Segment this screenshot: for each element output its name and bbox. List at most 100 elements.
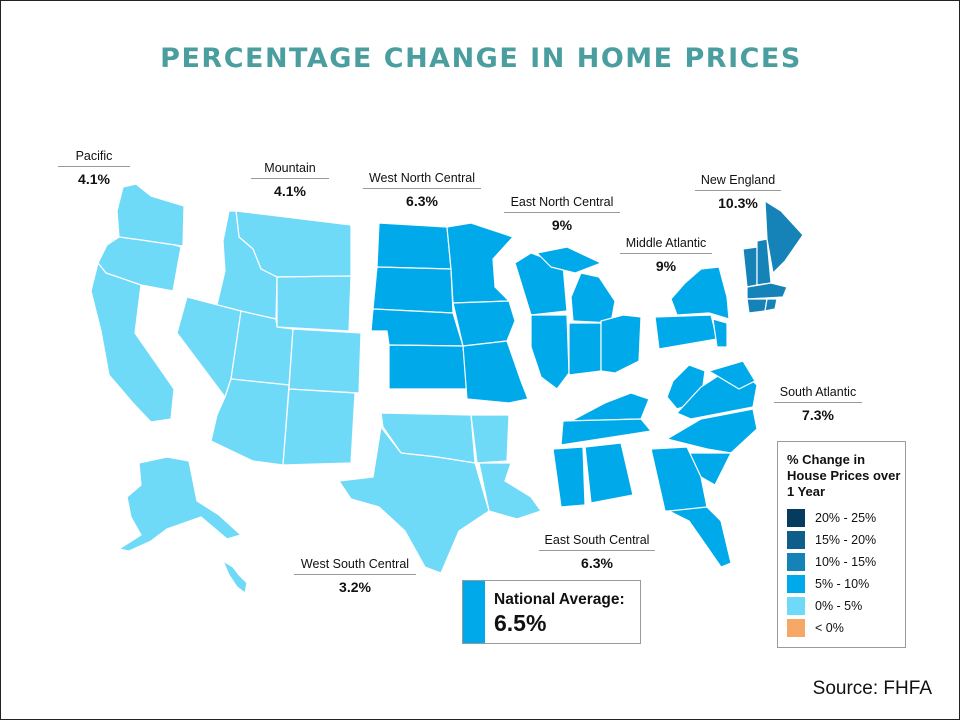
region-name: East North Central xyxy=(504,195,620,213)
region-name: Pacific xyxy=(58,149,130,167)
region-east-north-central-shape xyxy=(514,246,642,390)
state-massachusetts xyxy=(746,282,788,300)
national-average-label: National Average: xyxy=(494,591,625,608)
legend-item: < 0% xyxy=(787,619,844,637)
state-alaska xyxy=(118,456,242,552)
region-label-new-england: New England 10.3% xyxy=(695,173,781,211)
region-value: 4.1% xyxy=(274,183,306,199)
region-label-pacific: Pacific 4.1% xyxy=(58,149,130,187)
state-minnesota xyxy=(446,222,514,304)
state-texas xyxy=(338,426,490,574)
region-label-east-north-central: East North Central 9% xyxy=(504,195,620,233)
state-wisconsin xyxy=(514,252,568,316)
state-illinois xyxy=(530,314,570,390)
legend-label: 5% - 10% xyxy=(815,577,870,591)
state-missouri xyxy=(462,340,529,404)
legend-label: < 0% xyxy=(815,621,844,635)
legend-swatch xyxy=(787,619,805,637)
state-california xyxy=(90,262,175,423)
legend-label: 0% - 5% xyxy=(815,599,863,613)
region-value: 6.3% xyxy=(581,555,613,571)
state-indiana xyxy=(568,322,602,376)
region-label-mountain: Mountain 4.1% xyxy=(251,161,329,199)
state-connecticut xyxy=(746,298,768,314)
region-name: East South Central xyxy=(539,533,655,551)
state-rhode-island xyxy=(764,298,778,312)
region-new-england-shape xyxy=(742,200,804,314)
state-vermont xyxy=(742,246,758,288)
legend-label: 10% - 15% xyxy=(815,555,877,569)
state-tennessee xyxy=(560,418,652,446)
state-michigan xyxy=(570,272,616,324)
state-colorado xyxy=(288,328,362,394)
state-mississippi xyxy=(552,446,586,508)
region-name: Mountain xyxy=(251,161,329,179)
state-louisiana xyxy=(478,462,542,520)
region-south-atlantic-shape xyxy=(650,360,758,568)
state-oregon xyxy=(97,236,182,292)
legend-swatch xyxy=(787,531,805,549)
state-new-york xyxy=(670,266,730,320)
state-maine xyxy=(764,200,804,274)
region-value: 10.3% xyxy=(718,195,758,211)
region-west-north-central-shape xyxy=(370,222,529,404)
legend-swatch xyxy=(787,575,805,593)
state-new-jersey xyxy=(712,318,728,348)
state-kentucky xyxy=(570,392,650,422)
state-maryland-delaware xyxy=(708,360,756,390)
region-mountain-shape xyxy=(176,210,362,466)
national-average-box: National Average: 6.5% xyxy=(462,580,641,644)
region-west-south-central-shape xyxy=(338,412,542,574)
national-average-color-bar xyxy=(463,581,485,643)
legend-label: 20% - 25% xyxy=(815,511,877,525)
state-south-dakota xyxy=(372,266,454,314)
region-name: West South Central xyxy=(294,557,416,575)
region-value: 4.1% xyxy=(78,171,110,187)
state-michigan-up xyxy=(536,246,602,274)
legend-swatch xyxy=(787,509,805,527)
region-name: Middle Atlantic xyxy=(620,236,712,254)
region-value: 3.2% xyxy=(339,579,371,595)
state-new-mexico xyxy=(282,388,356,466)
legend-item: 10% - 15% xyxy=(787,553,876,571)
region-middle-atlantic-shape xyxy=(654,266,730,350)
legend-item: 5% - 10% xyxy=(787,575,869,593)
legend-swatch xyxy=(787,597,805,615)
state-nebraska xyxy=(370,308,464,347)
source-credit: Source: FHFA xyxy=(812,678,932,699)
region-value: 9% xyxy=(551,217,573,233)
region-value: 7.3% xyxy=(802,407,834,423)
state-ohio xyxy=(600,314,642,374)
region-name: New England xyxy=(695,173,781,191)
state-hawaii xyxy=(222,560,248,594)
region-pacific-outlying-shape xyxy=(118,456,248,594)
region-name: South Atlantic xyxy=(774,385,862,403)
region-label-west-south-central: West South Central 3.2% xyxy=(294,557,416,595)
state-alabama xyxy=(584,442,634,504)
state-pennsylvania xyxy=(654,314,718,350)
legend-label: 15% - 20% xyxy=(815,533,877,547)
state-washington xyxy=(116,183,185,247)
legend-swatch xyxy=(787,553,805,571)
region-label-west-north-central: West North Central 6.3% xyxy=(363,171,481,209)
state-wyoming xyxy=(276,275,352,332)
state-florida xyxy=(668,506,732,568)
region-name: West North Central xyxy=(363,171,481,189)
state-iowa xyxy=(452,300,516,347)
legend-item: 0% - 5% xyxy=(787,597,862,615)
state-arkansas xyxy=(470,414,510,464)
legend-title: % Change in House Prices over 1 Year xyxy=(787,452,901,499)
legend-item: 15% - 20% xyxy=(787,531,876,549)
region-label-middle-atlantic: Middle Atlantic 9% xyxy=(620,236,712,274)
map-legend: % Change in House Prices over 1 Year 20%… xyxy=(777,441,906,648)
region-label-south-atlantic: South Atlantic 7.3% xyxy=(774,385,862,423)
region-label-east-south-central: East South Central 6.3% xyxy=(539,533,655,571)
national-average-value: 6.5% xyxy=(494,610,547,636)
region-east-south-central-shape xyxy=(552,392,652,508)
region-pacific-shape xyxy=(90,183,185,423)
region-value: 9% xyxy=(655,258,677,274)
state-kansas xyxy=(388,344,468,390)
region-value: 6.3% xyxy=(406,193,438,209)
